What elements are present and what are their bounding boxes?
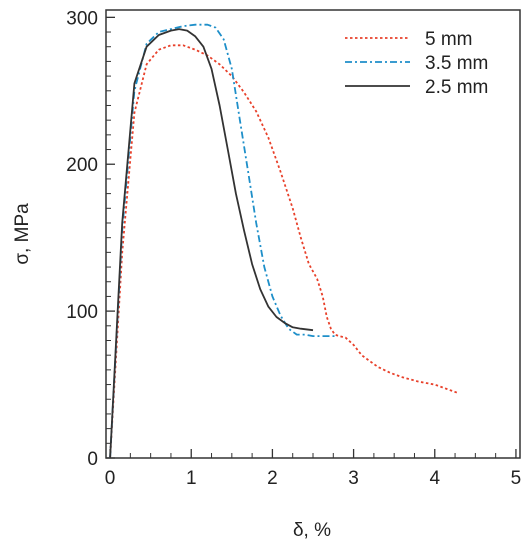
legend-label: 5 mm [425,29,473,50]
series-line-1 [109,23,336,459]
x-axis-label: δ, % [293,520,331,541]
series-layer [109,23,460,459]
x-tick-label: 4 [429,468,440,489]
legend-label: 3.5 mm [425,53,488,74]
x-tick-label: 0 [105,468,116,489]
y-tick-label: 200 [66,155,98,176]
y-axis-label: σ, MPa [12,203,33,265]
x-tick-label: 1 [186,468,197,489]
legend-label: 2.5 mm [425,77,488,98]
x-tick-label: 2 [267,468,278,489]
series-line-2 [109,28,314,459]
y-tick-label: 300 [66,8,98,29]
x-tick-label: 5 [511,468,522,489]
y-tick-label: 0 [87,449,98,470]
axis-ticks: 0 1 2 3 4 5 0 100 200 300 [66,8,521,489]
x-tick-label: 3 [348,468,359,489]
legend: 5 mm 3.5 mm 2.5 mm [345,29,488,98]
series-line-0 [109,44,460,459]
y-tick-label: 100 [66,302,98,323]
